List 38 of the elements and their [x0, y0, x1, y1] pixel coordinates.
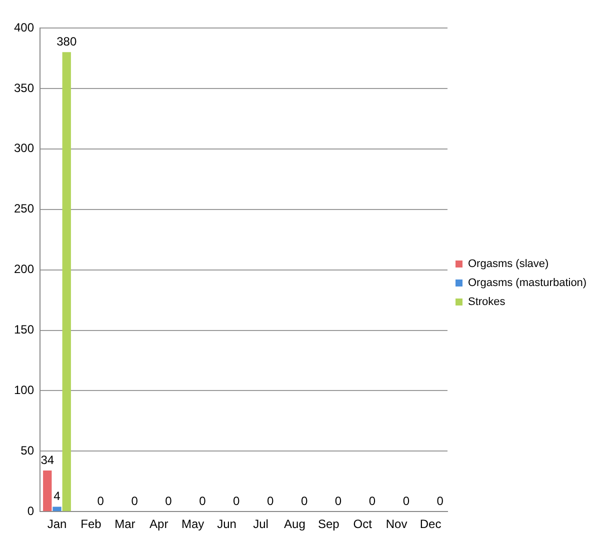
- data-label: 4: [54, 489, 61, 504]
- x-tick-label: Jun: [217, 517, 236, 532]
- x-tick-label: Feb: [80, 517, 102, 532]
- x-tick-label: Jul: [253, 517, 268, 532]
- x-tick-label: Jan: [47, 517, 67, 532]
- y-tick-label: 100: [14, 383, 34, 398]
- x-tick-label: Aug: [284, 517, 306, 532]
- legend-label: Orgasms (slave): [468, 258, 549, 270]
- data-label: 0: [436, 494, 444, 508]
- y-tick-label: 200: [14, 262, 34, 276]
- x-tick-label: Sep: [318, 517, 340, 532]
- data-label: 0: [334, 494, 342, 508]
- data-label: 380: [56, 34, 77, 48]
- data-label: 0: [402, 494, 410, 508]
- data-label: 0: [97, 494, 104, 508]
- data-label: 34: [40, 452, 54, 467]
- y-tick-label: 0: [27, 504, 34, 518]
- legend-label: Orgasms (masturbation): [468, 277, 587, 290]
- data-label: 0: [165, 494, 172, 508]
- x-tick-label: Mar: [114, 517, 136, 532]
- x-tick-label: Oct: [353, 517, 373, 532]
- data-label: 0: [368, 494, 376, 508]
- y-tick-label: 150: [14, 322, 34, 337]
- legend-label: Strokes: [468, 296, 506, 308]
- x-tick-label: Apr: [150, 517, 168, 532]
- x-tick-label: Dec: [420, 517, 442, 532]
- y-tick-label: 400: [14, 20, 34, 34]
- data-label: 0: [233, 494, 240, 508]
- data-label: 0: [300, 494, 308, 508]
- y-tick-label: 350: [14, 80, 34, 95]
- x-tick-label: Nov: [386, 517, 408, 532]
- data-label: 0: [199, 494, 206, 508]
- data-label: 0: [267, 494, 274, 508]
- y-tick-label: 300: [14, 141, 34, 156]
- y-tick-label: 50: [20, 443, 34, 458]
- y-tick-label: 250: [14, 202, 34, 216]
- x-tick-label: May: [181, 517, 204, 532]
- data-label: 0: [131, 494, 138, 508]
